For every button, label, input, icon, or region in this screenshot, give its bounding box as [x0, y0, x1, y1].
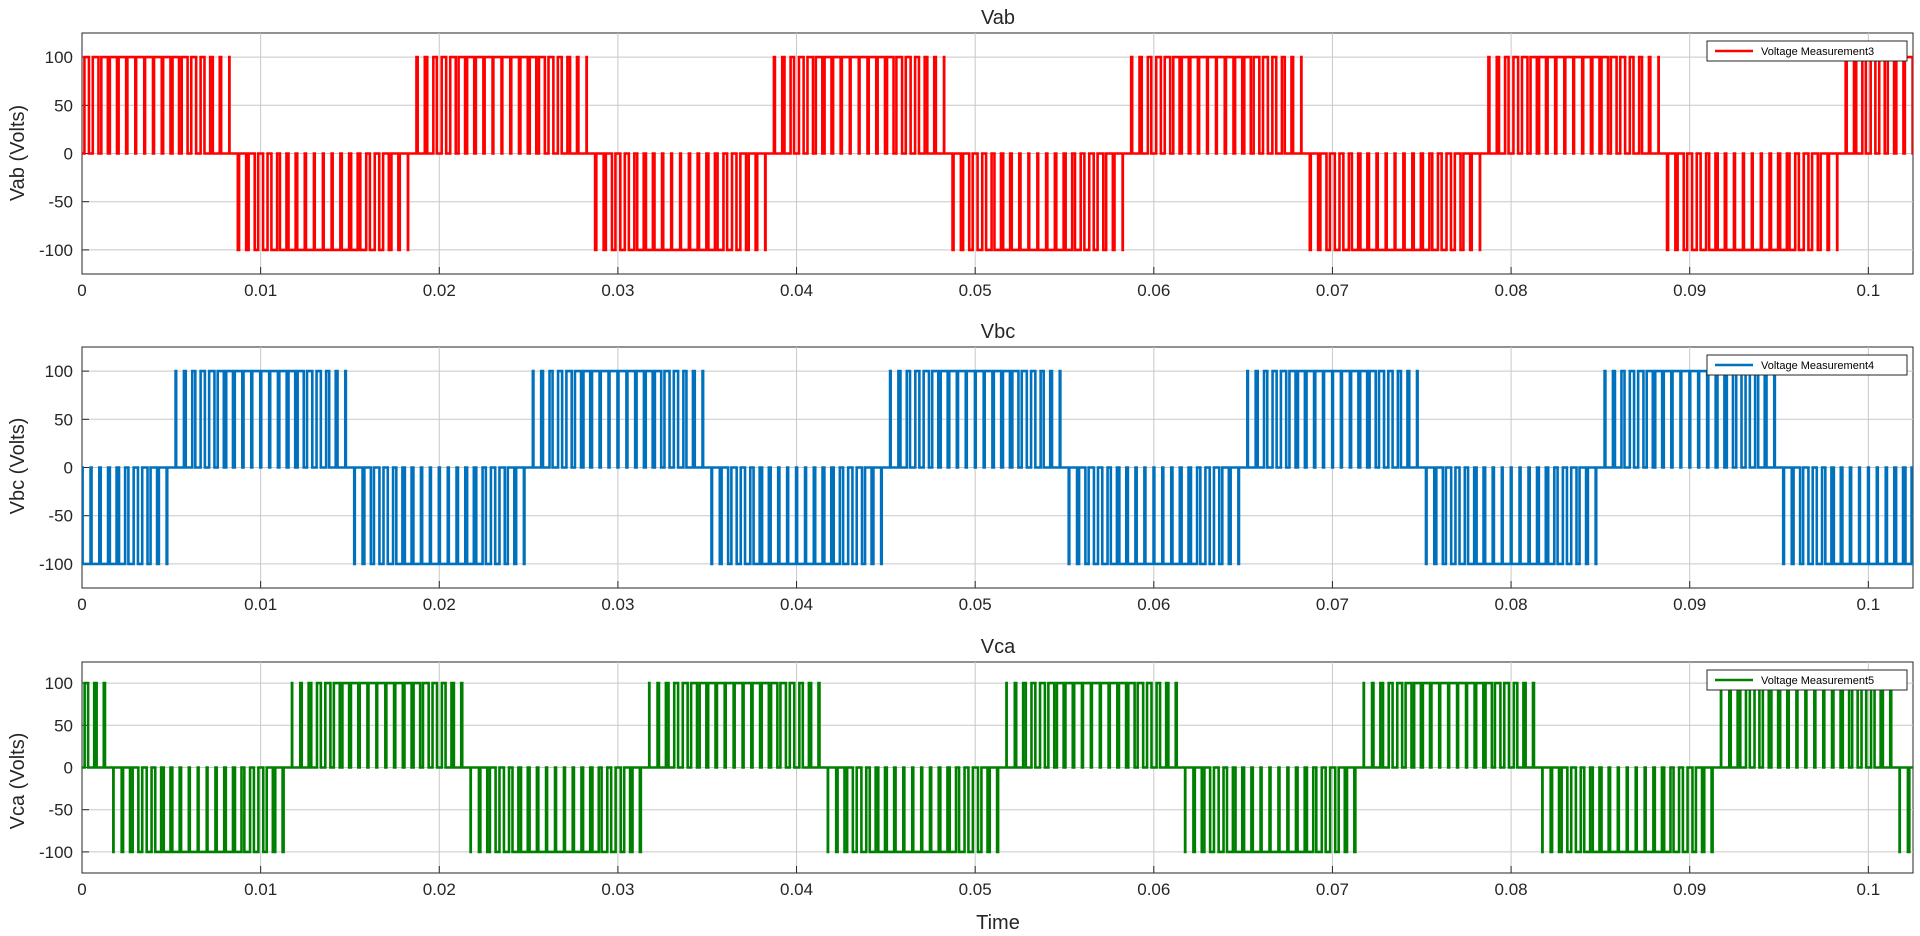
x-tick-label: 0.08 [1495, 595, 1528, 614]
x-tick-label: 0.1 [1857, 595, 1881, 614]
legend-box [1706, 40, 1908, 62]
x-tick-label: 0.03 [601, 880, 634, 899]
x-tick-label: 0.09 [1673, 880, 1706, 899]
series-line [82, 681, 1913, 854]
x-tick-label: 0.01 [244, 281, 277, 300]
x-tick-label: 0 [77, 281, 86, 300]
x-tick-label: 0 [77, 880, 86, 899]
x-tick-label: 0.08 [1495, 281, 1528, 300]
y-tick-label: 100 [45, 674, 73, 693]
legend-label: Voltage Measurement5 [1761, 675, 1874, 687]
y-tick-label: -50 [48, 801, 73, 820]
x-axis-ticks: 0 0.01 0.02 0.03 0.04 0.05 0.06 0.07 0.08 0.09 0.1 [77, 581, 1880, 614]
y-tick-label: 100 [45, 48, 73, 67]
x-tick-label: 0.09 [1673, 595, 1706, 614]
y-tick-label: 0 [64, 459, 73, 478]
y-tick-label: -100 [39, 843, 73, 862]
x-tick-label: 0.09 [1673, 281, 1706, 300]
y-axis-label: Vbc (Volts) [7, 418, 29, 515]
x-axis-ticks: 0 0.01 0.02 0.03 0.04 0.05 0.06 0.07 0.08 0.09 0.1 [77, 267, 1880, 300]
x-tick-label: 0.07 [1316, 281, 1349, 300]
y-tick-label: 50 [54, 96, 73, 115]
x-tick-label: 0.1 [1857, 281, 1881, 300]
axes: 0 0.01 0.02 0.03 0.04 0.05 0.06 0.07 0.08 0.09 0.1… [39, 346, 1914, 614]
x-tick-label: 0.02 [423, 880, 456, 899]
y-tick-label: -100 [39, 241, 73, 260]
x-tick-label: 0 [77, 595, 86, 614]
y-tick-label: 50 [54, 716, 73, 735]
x-tick-label: 0.06 [1137, 880, 1170, 899]
y-axis-label: Vca (Volts) [7, 733, 29, 830]
axes: 0 0.01 0.02 0.03 0.04 0.05 0.06 0.07 0.08 0.09 0.1… [39, 661, 1914, 899]
y-tick-label: 0 [64, 145, 73, 164]
x-tick-label: 0.04 [780, 281, 813, 300]
series-line [82, 55, 1913, 252]
x-tick-label: 0.02 [423, 281, 456, 300]
subplot-title: Vca [981, 636, 1016, 658]
subplot-vab: Vab Vab (Volts) 0 0.01 0.02 0.03 0.04 0.05 0.0… [7, 7, 1914, 300]
y-tick-label: -50 [48, 193, 73, 212]
x-tick-label: 0.05 [959, 281, 992, 300]
x-tick-label: 0.07 [1316, 880, 1349, 899]
subplot-vca: Vca Vca (Volts) 0 0.01 0.02 0.03 0.04 0.05 0.0… [7, 636, 1914, 899]
legend: Voltage Measurement4 [1706, 354, 1908, 376]
x-tick-label: 0.01 [244, 595, 277, 614]
legend-label: Voltage Measurement4 [1761, 360, 1874, 372]
legend-box [1706, 354, 1908, 376]
y-axis-ticks: -100 -50 0 50 100 [39, 362, 89, 574]
y-tick-label: -50 [48, 507, 73, 526]
subplot-vbc: Vbc Vbc (Volts) 0 0.01 0.02 0.03 0.04 0.05 0.0… [7, 321, 1914, 614]
x-tick-label: 0.06 [1137, 281, 1170, 300]
x-axis-label: Time [976, 912, 1020, 934]
subplot-title: Vab [981, 7, 1015, 29]
x-tick-label: 0.1 [1857, 880, 1881, 899]
subplot-title: Vbc [981, 321, 1015, 343]
series-line [82, 369, 1913, 566]
axes: 0 0.01 0.02 0.03 0.04 0.05 0.06 0.07 0.08 0.09 0.1… [39, 32, 1914, 300]
legend-box [1706, 669, 1908, 691]
x-tick-label: 0.02 [423, 595, 456, 614]
x-tick-label: 0.05 [959, 880, 992, 899]
x-tick-label: 0.03 [601, 281, 634, 300]
x-tick-label: 0.04 [780, 880, 813, 899]
y-tick-label: 50 [54, 410, 73, 429]
y-tick-label: 0 [64, 759, 73, 778]
x-tick-label: 0.07 [1316, 595, 1349, 614]
y-axis-label: Vab (Volts) [7, 105, 29, 201]
y-axis-ticks: -100 -50 0 50 100 [39, 674, 89, 862]
x-tick-label: 0.01 [244, 880, 277, 899]
legend-label: Voltage Measurement3 [1761, 46, 1874, 58]
x-axis-ticks: 0 0.01 0.02 0.03 0.04 0.05 0.06 0.07 0.08 0.09 0.1 [77, 866, 1880, 899]
x-tick-label: 0.05 [959, 595, 992, 614]
y-tick-label: 100 [45, 362, 73, 381]
x-tick-label: 0.04 [780, 595, 813, 614]
x-tick-label: 0.03 [601, 595, 634, 614]
x-tick-label: 0.08 [1495, 880, 1528, 899]
x-tick-label: 0.06 [1137, 595, 1170, 614]
legend: Voltage Measurement3 [1706, 40, 1908, 62]
legend: Voltage Measurement5 [1706, 669, 1908, 691]
y-tick-label: -100 [39, 555, 73, 574]
